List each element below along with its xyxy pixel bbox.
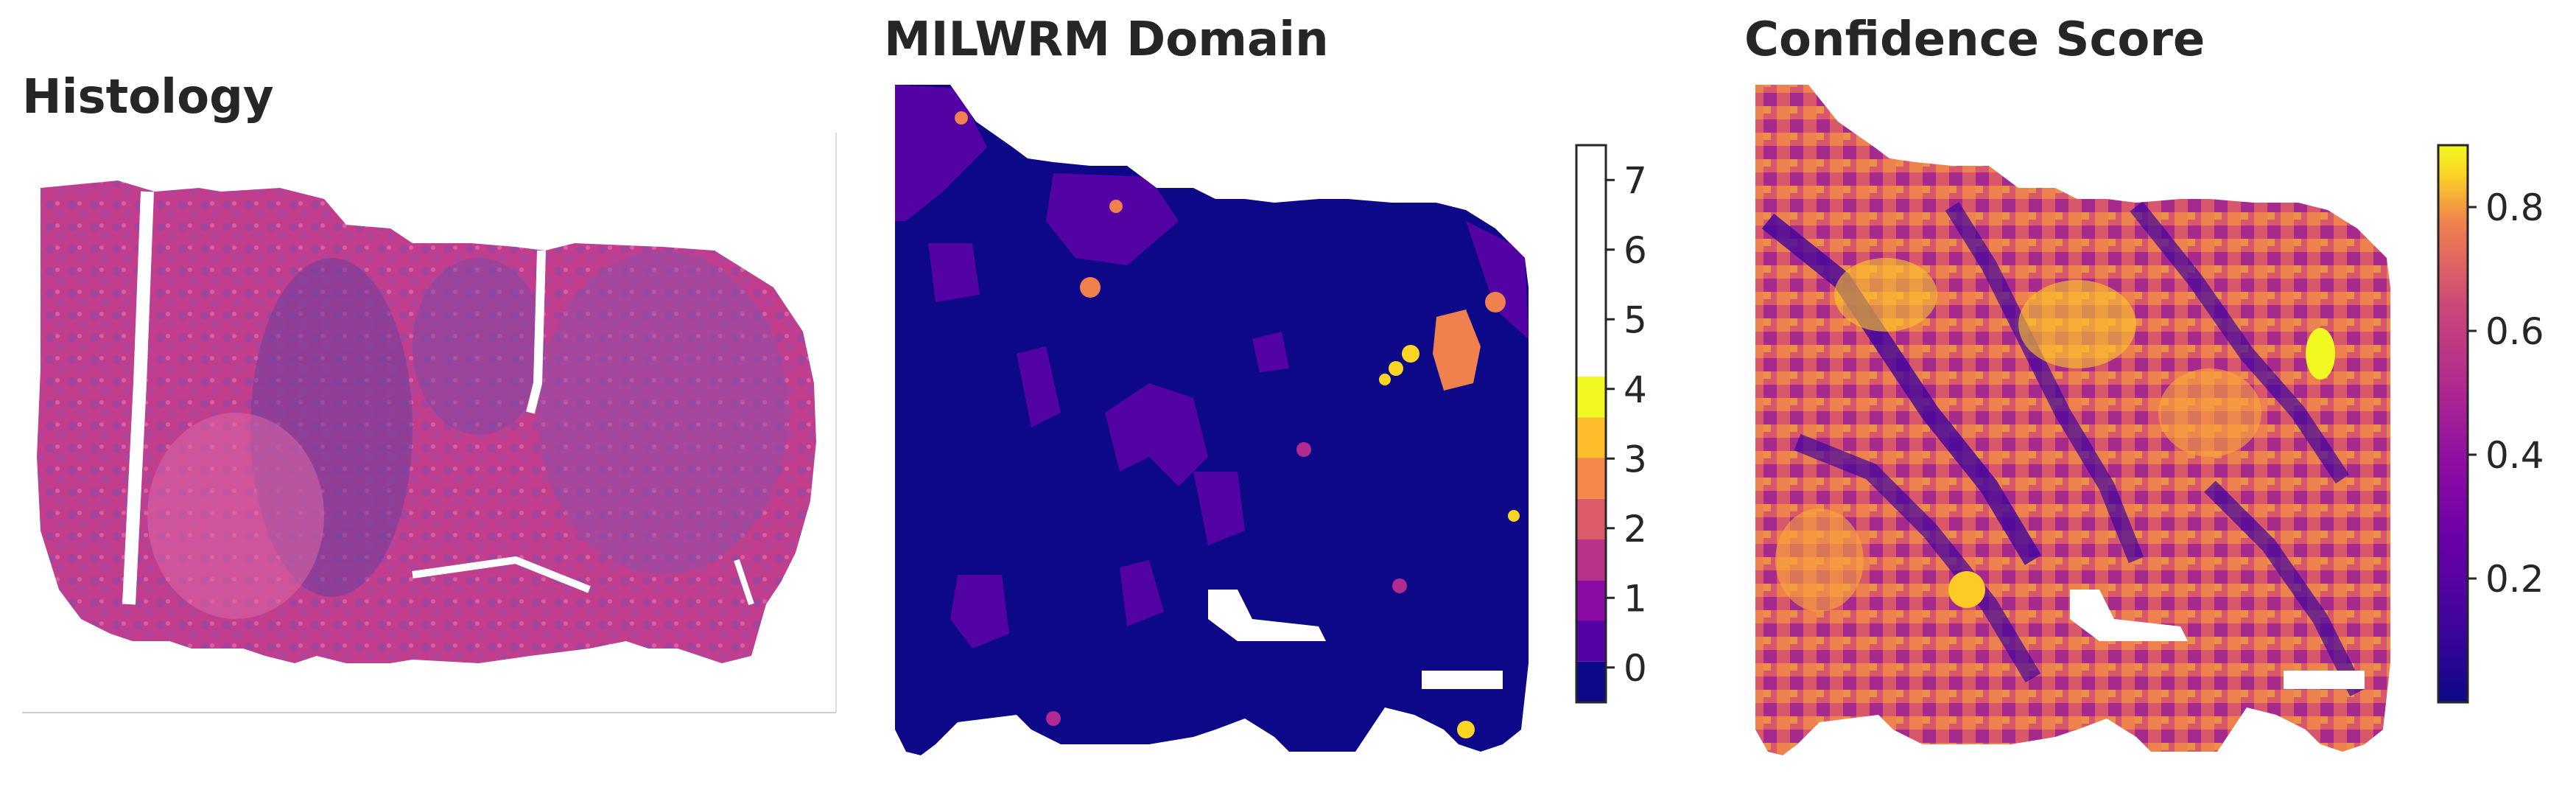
milwrm-colorbar-tick-label: 5 xyxy=(1624,298,1647,341)
histology-image xyxy=(22,133,836,713)
confidence-colorbar xyxy=(2438,145,2468,702)
confidence-colorbar-tick-label: 0.8 xyxy=(2485,186,2544,229)
milwrm-colorbar-tick-label: 0 xyxy=(1624,647,1647,690)
confidence-colorbar-tick-label: 0.4 xyxy=(2485,434,2544,477)
milwrm-colorbar-ticks: 0 1 2 3 4 5 6 7 xyxy=(1606,159,1647,690)
milwrm-colorbar xyxy=(1576,145,1606,702)
milwrm-colorbar-tick-label: 3 xyxy=(1624,438,1647,480)
milwrm-domain-map xyxy=(884,74,1547,766)
confidence-colorbar-tick-label: 0.6 xyxy=(2485,310,2544,353)
milwrm-colorbar-tick-label: 7 xyxy=(1624,159,1647,202)
milwrm-colorbar-tick-label: 6 xyxy=(1624,229,1647,272)
milwrm-colorbar-tick-label: 4 xyxy=(1624,368,1647,411)
confidence-colorbar-ticks: 0.2 0.4 0.6 0.8 xyxy=(2468,186,2544,601)
confidence-colorbar-tick-label: 0.2 xyxy=(2485,558,2544,601)
confidence-score-map xyxy=(1746,74,2409,766)
milwrm-colorbar-tick-label: 2 xyxy=(1624,508,1647,550)
milwrm-colorbar-tick-label: 1 xyxy=(1624,577,1647,620)
